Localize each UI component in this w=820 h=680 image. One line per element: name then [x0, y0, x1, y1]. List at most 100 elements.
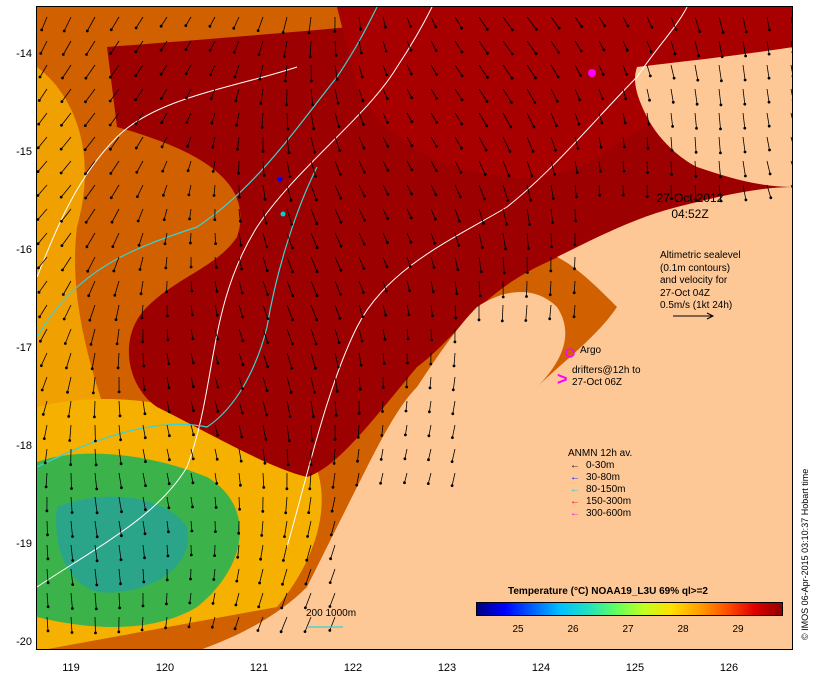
- velocity-vector-head: [552, 197, 555, 201]
- velocity-vector-head: [555, 99, 559, 103]
- velocity-vector-head: [314, 366, 317, 370]
- velocity-vector-head: [94, 439, 97, 443]
- velocity-vector: [382, 232, 388, 243]
- velocity-vector: [406, 208, 412, 219]
- land-mass: [202, 187, 792, 649]
- velocity-vector-head: [208, 49, 212, 52]
- velocity-vector: [262, 400, 267, 416]
- velocity-vector-head: [143, 436, 147, 440]
- velocity-vector-head: [479, 270, 483, 274]
- velocity-vector: [44, 448, 48, 463]
- velocity-vector: [358, 112, 364, 125]
- velocity-vector-head: [313, 151, 317, 154]
- velocity-vector-head: [86, 269, 90, 273]
- velocity-vector: [622, 40, 628, 51]
- velocity-vector-head: [312, 415, 315, 418]
- velocity-vector-head: [37, 218, 40, 221]
- legend-item-label: 300-600m: [586, 508, 632, 519]
- velocity-vector-head: [166, 554, 170, 558]
- velocity-vector: [502, 40, 513, 55]
- velocity-vector-head: [672, 76, 676, 80]
- velocity-vector-head: [431, 290, 435, 294]
- velocity-vector-head: [358, 387, 362, 391]
- velocity-vector: [382, 184, 389, 195]
- velocity-vector: [260, 544, 264, 560]
- velocity-vector-head: [240, 411, 244, 415]
- velocity-vector-head: [285, 487, 289, 491]
- legend-arrow-icon: ←: [570, 508, 580, 519]
- velocity-vector-head: [650, 25, 654, 29]
- velocity-vector: [358, 184, 365, 197]
- velocity-vector-head: [599, 145, 603, 149]
- velocity-vector-head: [44, 485, 48, 489]
- velocity-vector-head: [434, 217, 437, 221]
- legend-item: ← 150-300m: [570, 496, 631, 507]
- velocity-vector-head: [482, 221, 485, 225]
- velocity-vector-head: [548, 293, 552, 297]
- velocity-vector: [428, 424, 432, 436]
- velocity-vector-head: [192, 409, 195, 413]
- altimetry-note: Altimetric sealevel (0.1m contours) and …: [660, 250, 741, 311]
- velocity-vector-head: [791, 99, 792, 101]
- velocity-vector: [86, 16, 96, 32]
- velocity-vector: [742, 136, 746, 153]
- velocity-vector-head: [189, 241, 192, 245]
- velocity-vector: [139, 256, 144, 270]
- velocity-vector-head: [168, 434, 171, 438]
- velocity-vector: [37, 136, 48, 149]
- velocity-vector: [331, 496, 336, 512]
- velocity-vector: [135, 40, 144, 52]
- velocity-vector-head: [39, 52, 43, 55]
- velocity-vector-head: [261, 150, 265, 153]
- velocity-vector-head: [695, 126, 698, 130]
- velocity-vector-head: [673, 52, 677, 56]
- velocity-vector-head: [719, 103, 723, 107]
- velocity-vector: [742, 184, 747, 200]
- velocity-vector: [526, 232, 529, 249]
- timestamp-time: 04:52Z: [671, 207, 709, 221]
- velocity-vector: [213, 568, 216, 580]
- velocity-vector: [574, 64, 581, 76]
- velocity-vector-head: [215, 457, 219, 461]
- velocity-vector: [46, 568, 49, 583]
- velocity-vector: [453, 352, 456, 366]
- velocity-vector-head: [266, 317, 270, 320]
- velocity-vector-head: [791, 51, 792, 54]
- velocity-vector-head: [191, 481, 195, 485]
- velocity-vector-head: [84, 196, 88, 200]
- velocity-vector: [502, 136, 511, 152]
- velocity-vector-head: [551, 221, 554, 225]
- velocity-vector: [454, 184, 461, 197]
- drifter-label: drifters@12h to 27-Oct 06Z: [572, 365, 641, 388]
- velocity-vector: [257, 616, 264, 631]
- velocity-vector: [382, 400, 384, 412]
- sst-map[interactable]: >: [36, 6, 793, 650]
- velocity-vector: [718, 112, 721, 129]
- velocity-vector-head: [382, 362, 386, 365]
- velocity-vector-head: [434, 49, 438, 52]
- velocity-vector-head: [409, 216, 413, 220]
- velocity-vector-head: [134, 26, 138, 30]
- velocity-vector: [573, 280, 576, 293]
- velocity-vector: [166, 472, 170, 484]
- velocity-vector-head: [670, 197, 673, 200]
- velocity-vector: [718, 88, 722, 105]
- velocity-vector-head: [433, 241, 437, 245]
- velocity-vector-head: [337, 125, 341, 129]
- y-tick-label: -16: [16, 244, 32, 256]
- velocity-vector-head: [134, 146, 138, 150]
- velocity-vector: [574, 160, 578, 173]
- velocity-vector-head: [622, 169, 626, 173]
- legend-title: ANMN 12h av.: [568, 448, 633, 459]
- velocity-vector: [356, 472, 360, 486]
- velocity-vector-head: [241, 363, 245, 367]
- velocity-vector-head: [407, 313, 411, 317]
- velocity-vector-head: [237, 171, 240, 175]
- velocity-vector: [406, 40, 412, 51]
- legend-item-label: 0-30m: [586, 460, 615, 471]
- colorbar-tick-label: 27: [622, 624, 634, 635]
- velocity-vector: [670, 16, 677, 30]
- velocity-vector: [310, 112, 315, 129]
- velocity-vector: [140, 280, 144, 294]
- velocity-vector-head: [286, 463, 290, 467]
